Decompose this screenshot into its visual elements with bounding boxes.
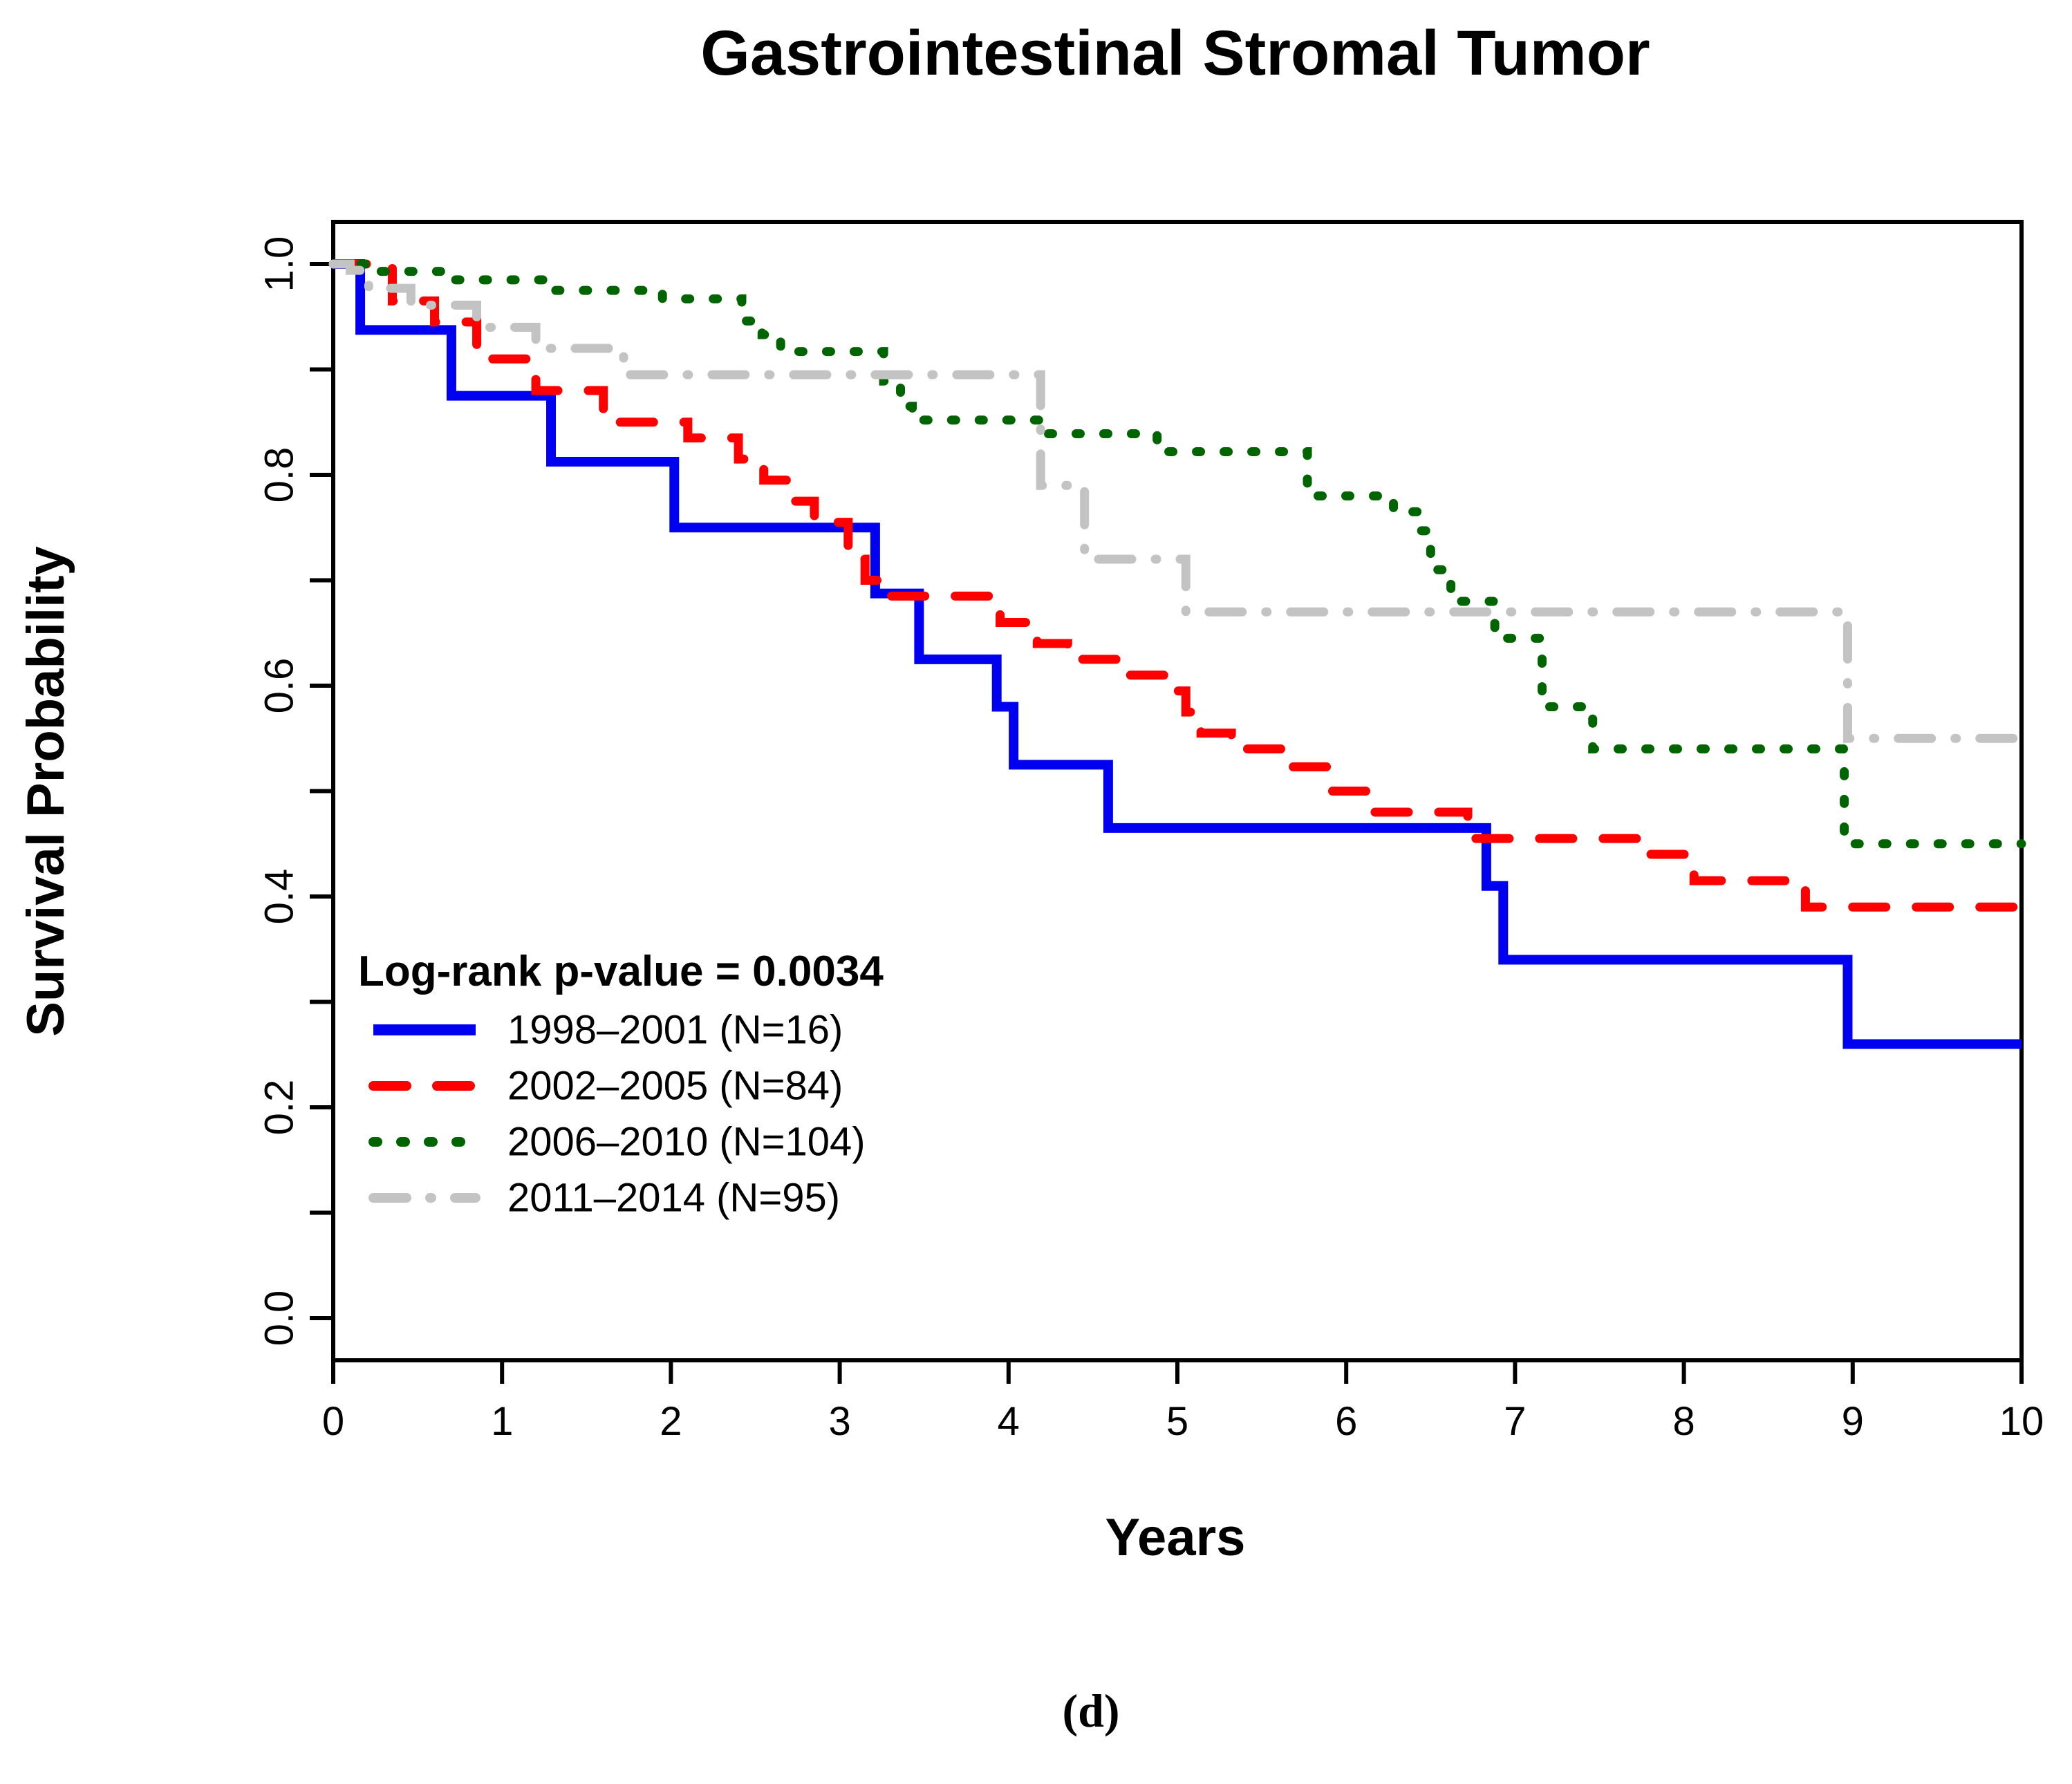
curve-2	[328, 259, 2026, 912]
y-tick-label: 1.0	[257, 236, 302, 292]
x-axis-label: Years	[1105, 1508, 1246, 1567]
x-tick-label: 7	[1504, 1399, 1526, 1444]
x-tick-label: 5	[1166, 1399, 1188, 1444]
legend-label: 2002–2005 (N=84)	[507, 1064, 843, 1109]
y-tick-label: 0.0	[257, 1290, 302, 1346]
curve-1	[333, 259, 2022, 1049]
pvalue-annotation: Log-rank p-value = 0.0034	[358, 948, 884, 995]
x-tick-label: 0	[322, 1399, 344, 1444]
survival-curves	[328, 259, 2026, 1049]
figure-caption: (d)	[1062, 1684, 1119, 1737]
x-tick-label: 6	[1335, 1399, 1357, 1444]
y-tick-label: 0.2	[257, 1080, 302, 1136]
chart-title: Gastrointestinal Stromal Tumor	[700, 18, 1650, 88]
x-tick-label: 9	[1842, 1399, 1864, 1444]
x-tick-label: 4	[998, 1399, 1020, 1444]
y-axis-label: Survival Probability	[17, 546, 75, 1037]
x-tick-label: 3	[828, 1399, 850, 1444]
x-tick-label: 8	[1672, 1399, 1695, 1444]
legend-label: 2011–2014 (N=95)	[507, 1176, 840, 1221]
x-tick-label: 2	[660, 1399, 682, 1444]
x-axis-ticks: 0 1 2 3 4 5 6 7 8 9 10	[322, 1360, 2044, 1444]
legend-label: 1998–2001 (N=16)	[507, 1008, 843, 1053]
y-tick-label: 0.4	[257, 869, 302, 925]
legend: 1998–2001 (N=16) 2002–2005 (N=84) 2006–201…	[368, 1008, 866, 1221]
legend-label: 2006–2010 (N=104)	[507, 1120, 866, 1165]
curve-3	[328, 259, 2026, 849]
y-axis-ticks: 0.0 0.2 0.4 0.6 0.8 1.0	[257, 236, 333, 1346]
x-tick-label: 10	[1999, 1399, 2044, 1444]
x-tick-label: 1	[491, 1399, 513, 1444]
y-tick-label: 0.8	[257, 447, 302, 503]
y-tick-label: 0.6	[257, 658, 302, 714]
curve-4	[328, 259, 2026, 743]
